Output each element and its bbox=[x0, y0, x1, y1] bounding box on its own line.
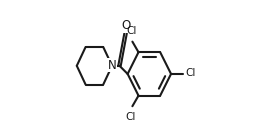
Text: Cl: Cl bbox=[185, 68, 196, 78]
Text: Cl: Cl bbox=[125, 112, 135, 122]
Text: Cl: Cl bbox=[126, 25, 137, 35]
Text: N: N bbox=[108, 59, 116, 72]
Text: O: O bbox=[121, 19, 130, 32]
